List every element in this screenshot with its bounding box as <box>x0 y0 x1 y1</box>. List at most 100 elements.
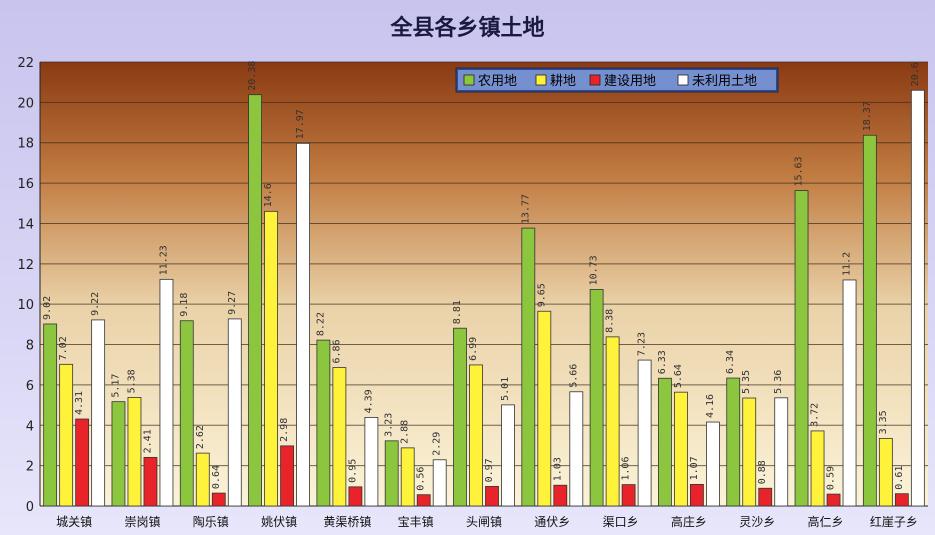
data-label: 9.02 <box>42 296 53 320</box>
data-label: 18.37 <box>862 101 873 131</box>
legend-swatch <box>463 74 475 86</box>
x-tick-label: 通伏乡 <box>534 515 570 529</box>
legend-label: 建设用地 <box>604 74 656 89</box>
data-label: 14.6 <box>263 183 274 207</box>
bar <box>501 404 515 507</box>
y-tick-label: 6 <box>26 379 34 394</box>
data-label: 10.73 <box>589 255 600 285</box>
y-tick-label: 16 <box>17 177 34 192</box>
data-label: 1.07 <box>689 456 700 480</box>
x-tick-label: 陶乐镇 <box>193 514 229 529</box>
bar <box>826 493 841 507</box>
y-tick-label: 0 <box>26 500 34 515</box>
bar <box>621 484 636 507</box>
bar <box>878 437 893 507</box>
legend-swatch <box>677 74 689 86</box>
data-label: 2.41 <box>142 429 153 453</box>
bar <box>453 327 467 507</box>
bar <box>227 318 242 507</box>
legend: 农用地 耕地 建设用地 未利用土地 <box>455 67 779 93</box>
data-label: 0.56 <box>416 467 427 491</box>
chart-title: 全县各乡镇土地 <box>390 16 545 41</box>
data-label: 0.64 <box>211 465 222 489</box>
data-label: 2.88 <box>400 420 411 444</box>
bar <box>553 484 568 507</box>
x-tick-label: 宝丰镇 <box>398 515 434 529</box>
bar <box>521 227 536 507</box>
bar <box>416 494 431 507</box>
legend-swatch <box>535 74 547 86</box>
data-label: 13.77 <box>520 194 531 224</box>
bar <box>195 452 210 507</box>
x-tick-label: 渠口乡 <box>603 515 639 529</box>
data-label: 5.66 <box>568 364 579 388</box>
bar <box>43 323 58 507</box>
bar <box>842 279 857 507</box>
data-label: 6.34 <box>725 350 736 374</box>
bar <box>537 310 552 507</box>
y-tick-label: 8 <box>26 339 34 354</box>
bar <box>637 359 652 507</box>
bar <box>332 367 347 507</box>
bar <box>469 364 483 507</box>
y-axis: 0 2 4 6 8 10 12 14 16 18 20 22 <box>17 56 928 515</box>
data-label: 9.18 <box>179 293 190 317</box>
bar <box>364 417 379 507</box>
y-tick-label: 2 <box>26 460 34 475</box>
bar <box>758 487 773 507</box>
y-tick-label: 14 <box>17 217 34 232</box>
bar <box>264 210 278 507</box>
bar <box>658 377 672 507</box>
bar <box>384 440 399 507</box>
data-label: 20.38 <box>247 61 258 91</box>
x-tick-label: 灵沙乡 <box>739 515 775 529</box>
data-label: 5.36 <box>773 370 784 394</box>
bar <box>485 486 499 507</box>
legend-label: 农用地 <box>478 74 517 89</box>
data-labels: 9.02 7.02 4.31 9.22 5.17 5.38 2.41 11.23 9.18 2.6… <box>42 61 921 491</box>
bar <box>432 459 447 507</box>
bar <box>296 142 310 507</box>
bar <box>862 134 877 507</box>
bar <box>179 320 194 507</box>
data-label: 5.38 <box>126 369 137 393</box>
bars <box>43 89 925 507</box>
data-label: 5.35 <box>741 370 752 394</box>
x-tick-label: 头闸镇 <box>466 515 502 529</box>
y-tick-label: 22 <box>17 56 34 71</box>
data-label: 2.98 <box>279 418 290 442</box>
data-label: 9.27 <box>227 291 238 315</box>
bar <box>59 363 74 507</box>
data-label: 9.22 <box>90 292 101 316</box>
data-label: 8.38 <box>605 309 616 333</box>
data-label: 1.06 <box>621 457 632 481</box>
data-label: 1.03 <box>552 457 563 481</box>
data-label: 0.59 <box>826 466 837 490</box>
y-tick-label: 18 <box>17 137 34 152</box>
data-label: 7.23 <box>637 332 648 356</box>
data-label: 0.97 <box>484 458 495 482</box>
legend-swatch <box>589 74 601 86</box>
data-label: 3.72 <box>810 403 821 427</box>
y-tick-label: 10 <box>17 298 34 313</box>
bar <box>810 430 825 507</box>
data-label: 2.62 <box>195 425 206 449</box>
x-tick-label: 城关镇 <box>56 515 92 529</box>
data-label: 11.2 <box>842 252 853 276</box>
data-label: 0.88 <box>757 460 768 484</box>
bar <box>690 484 704 507</box>
bar <box>159 278 174 507</box>
y-tick-label: 12 <box>17 258 34 273</box>
data-label: 5.17 <box>110 374 121 398</box>
bar <box>248 94 262 507</box>
data-label: 5.01 <box>500 377 511 401</box>
x-axis: 城关镇 崇岗镇 陶乐镇 姚伏镇 黄渠桥镇 宝丰镇 头闸镇 通伏乡 渠口乡 高庄乡 灵沙乡 高仁乡 红崖子… <box>56 514 918 529</box>
data-label: 3.23 <box>384 413 395 437</box>
bar <box>400 447 415 507</box>
bar <box>280 445 294 507</box>
bar <box>143 456 158 507</box>
data-label: 3.35 <box>878 410 889 434</box>
data-label: 11.23 <box>158 245 169 275</box>
bar <box>742 397 757 507</box>
